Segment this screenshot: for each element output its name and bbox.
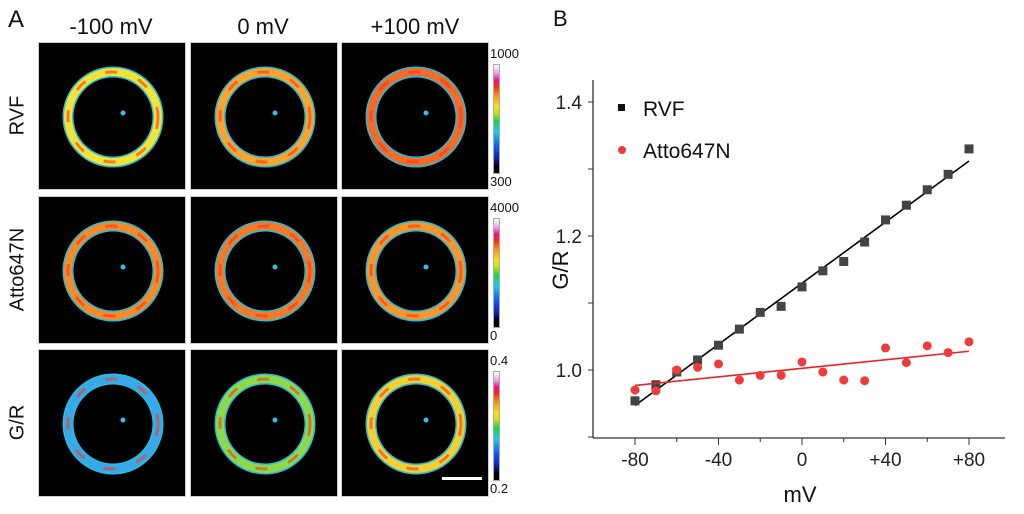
legend-marker-rvf <box>618 104 625 111</box>
microscopy-image <box>38 349 186 497</box>
data-point-rvf <box>776 301 786 311</box>
microscopy-image <box>341 196 489 344</box>
data-point-atto647n <box>943 348 953 358</box>
column-header-neg100: -100 mV <box>69 14 153 39</box>
colorbar-max-label: 1000 <box>490 46 519 61</box>
data-point-atto647n <box>714 359 723 369</box>
data-point-rvf <box>860 237 870 247</box>
colorbar-min-label: 0.2 <box>490 481 509 496</box>
legend-marker-atto647n <box>618 146 626 154</box>
data-point-rvf <box>964 144 974 154</box>
x-tick-label: +80 <box>953 450 985 471</box>
data-point-atto647n <box>776 370 786 380</box>
data-point-atto647n <box>901 358 911 368</box>
microscopy-image <box>38 196 186 344</box>
data-point-atto647n <box>734 375 744 385</box>
data-point-atto647n <box>672 365 682 375</box>
colorbar <box>493 64 500 174</box>
y-tick-label: 1.0 <box>556 361 582 382</box>
data-point-atto647n <box>630 385 640 395</box>
colorbar-max-label: 4000 <box>490 200 519 215</box>
panel-b-label: B <box>553 6 568 31</box>
data-point-atto647n <box>818 367 828 377</box>
data-point-atto647n <box>651 386 661 396</box>
data-point-rvf <box>943 169 953 179</box>
data-point-atto647n <box>964 337 974 347</box>
column-header-pos100: +100 mV <box>370 14 460 39</box>
data-point-rvf <box>797 282 807 292</box>
data-point-rvf <box>714 340 723 350</box>
data-point-atto647n <box>922 341 932 351</box>
microscopy-image <box>190 349 338 497</box>
colorbar-min-label: 0 <box>490 328 498 343</box>
data-point-rvf <box>901 200 911 210</box>
data-point-atto647n <box>693 362 703 372</box>
data-point-rvf <box>922 185 932 195</box>
data-point-atto647n <box>881 343 890 353</box>
microscopy-image <box>190 42 338 190</box>
data-point-rvf <box>755 307 765 317</box>
x-tick-label: +40 <box>869 450 901 471</box>
data-point-atto647n <box>839 375 849 385</box>
data-point-rvf <box>881 215 890 225</box>
colorbar-min-label: 300 <box>490 174 512 189</box>
x-tick-label: -80 <box>621 450 648 471</box>
microscopy-image <box>341 349 489 497</box>
panel-a-label: A <box>8 6 25 33</box>
data-point-atto647n <box>755 370 765 380</box>
y-tick-label: 1.4 <box>556 93 583 114</box>
legend-label: RVF <box>643 98 685 121</box>
y-tick-label: 1.2 <box>556 227 582 248</box>
data-point-rvf <box>630 396 640 406</box>
x-tick-label: 0 <box>797 450 808 471</box>
fit-line-atto647n <box>634 350 970 387</box>
microscopy-image <box>190 196 338 344</box>
column-header-0: 0 mV <box>237 14 289 39</box>
data-point-atto647n <box>797 357 807 367</box>
legend-label: Atto647N <box>643 140 731 163</box>
data-point-rvf <box>818 266 828 276</box>
colorbar <box>493 371 500 481</box>
data-point-rvf <box>839 256 849 266</box>
data-point-rvf <box>734 324 744 334</box>
y-axis-label: G/R <box>548 250 573 289</box>
colorbar <box>493 218 500 328</box>
scale-bar <box>442 477 482 480</box>
data-point-rvf <box>693 355 703 365</box>
x-tick-label: -40 <box>705 450 732 471</box>
colorbar-max-label: 0.4 <box>490 353 509 368</box>
x-axis-label: mV <box>784 482 817 507</box>
microscopy-image <box>38 42 186 190</box>
data-point-atto647n <box>860 376 870 386</box>
microscopy-image <box>341 42 489 190</box>
data-point-rvf <box>651 380 661 390</box>
